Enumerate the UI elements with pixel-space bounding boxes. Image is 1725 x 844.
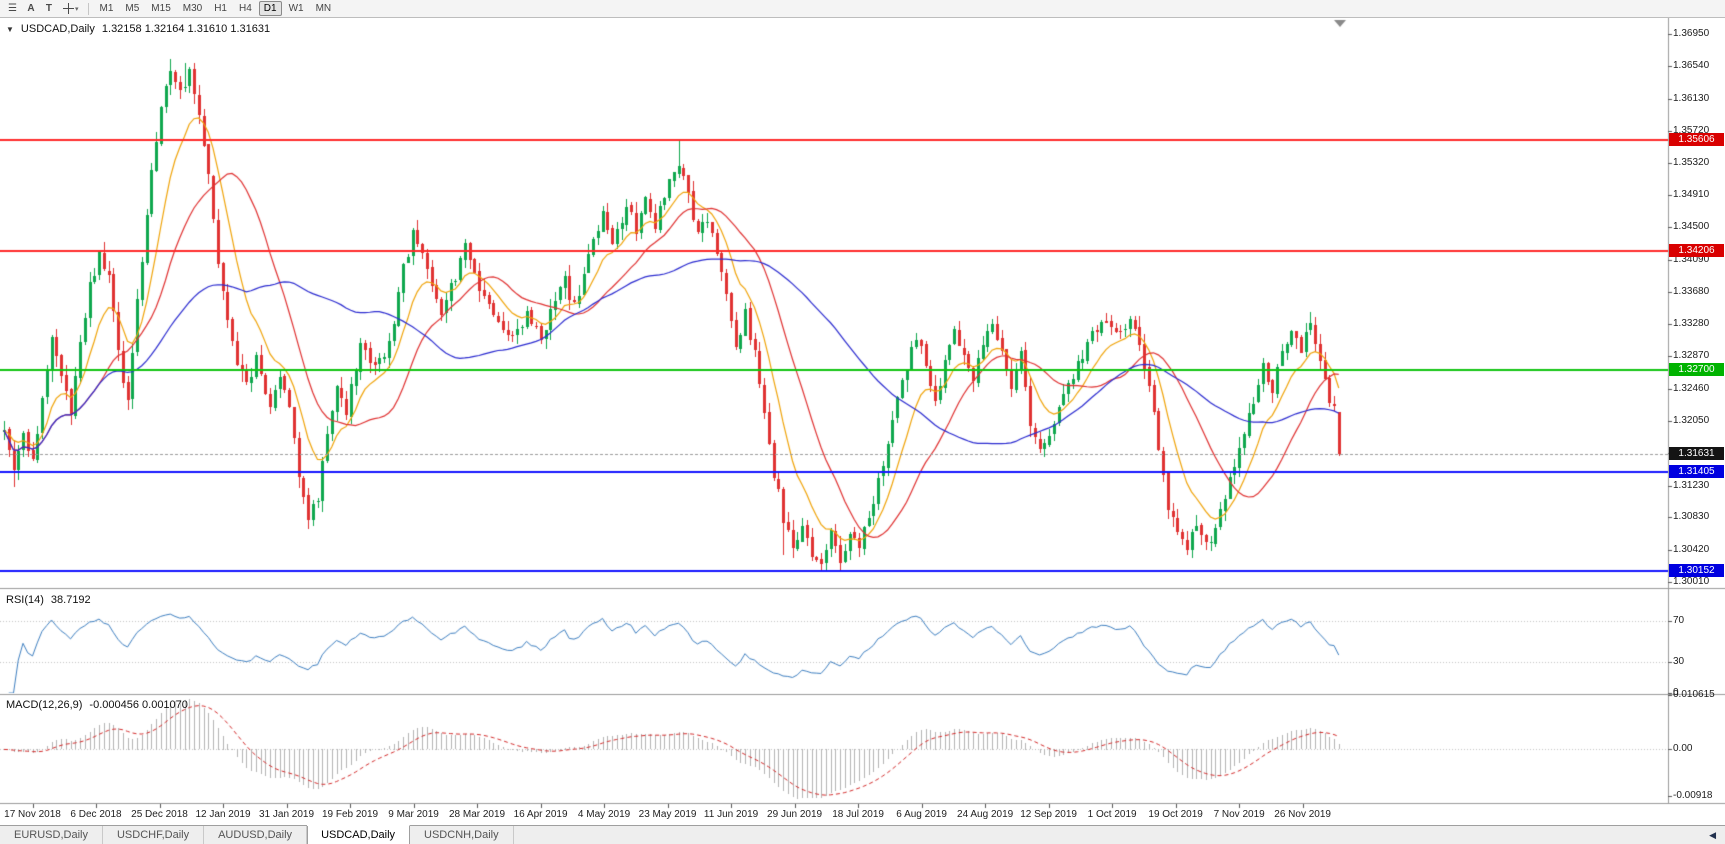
timeframe-button-mn[interactable]: MN [315,3,332,14]
timeframe-button-m30[interactable]: M30 [182,3,203,14]
symbol-tab-usdchf-daily[interactable]: USDCHF,Daily [103,826,205,844]
timeframe-button-group: M1 M5 M15 M30 H1 H4 D1 W1 MN [94,1,336,16]
timeframe-button-m1[interactable]: M1 [99,3,114,14]
annotation-tool-button[interactable]: A [27,3,35,14]
macd-values: -0.000456 0.001070 [89,699,188,711]
chart-area: ▼ USDCAD,Daily 1.32158 1.32164 1.31610 1… [0,18,1725,825]
timeframe-button-h4[interactable]: H4 [239,3,252,14]
toolbar-divider [88,2,90,15]
top-toolbar: ☰ A T ▾ M1 M5 M15 M30 H1 H4 D1 W1 MN [0,0,1725,18]
symbol-label: USDCAD,Daily [20,23,95,35]
macd-name: MACD(12,26,9) [6,699,83,711]
symbol-tabs: EURUSD,Daily USDCHF,Daily AUDUSD,Daily USDC… [0,825,514,844]
crosshair-icon [62,3,74,14]
symbol-tab-eurusd-daily[interactable]: EURUSD,Daily [0,826,103,844]
chart-menu-button[interactable]: ☰ [3,1,22,17]
menu-icon: ☰ [8,3,17,14]
macd-header: MACD(12,26,9) -0.000456 0.001070 [6,699,188,711]
timeframe-button-d1[interactable]: D1 [258,1,282,16]
time-axis[interactable] [0,803,1668,825]
price-axis[interactable] [1668,18,1725,803]
timeframe-button-h1[interactable]: H1 [214,3,227,14]
rsi-name: RSI(14) [6,594,44,606]
symbol-tab-bar: EURUSD,Daily USDCHF,Daily AUDUSD,Daily USDC… [0,825,1725,844]
rsi-header: RSI(14) 38.7192 [6,594,91,606]
symbol-tab-usdcad-daily[interactable]: USDCAD,Daily [307,825,411,844]
text-tool-button[interactable]: T [45,3,53,14]
symbol-tab-usdcnh-daily[interactable]: USDCNH,Daily [410,826,514,844]
timeframe-button-w1[interactable]: W1 [288,3,304,14]
rsi-value: 38.7192 [50,594,91,606]
tab-scroll-left-icon[interactable]: ◀ [1709,829,1716,840]
crosshair-tool-button[interactable]: ▾ [58,1,84,17]
ohlc-values: 1.32158 1.32164 1.31610 1.31631 [101,23,271,35]
timeframe-button-m15[interactable]: M15 [151,3,171,14]
timeframe-button-m5[interactable]: M5 [125,3,140,14]
chevron-down-icon: ▾ [74,5,79,13]
chart-symbol-header: ▼ USDCAD,Daily 1.32158 1.32164 1.31610 1… [6,23,270,35]
collapse-arrow-icon[interactable]: ▼ [6,24,14,34]
symbol-tab-audusd-daily[interactable]: AUDUSD,Daily [204,826,308,844]
price-chart-canvas[interactable] [0,18,1725,825]
